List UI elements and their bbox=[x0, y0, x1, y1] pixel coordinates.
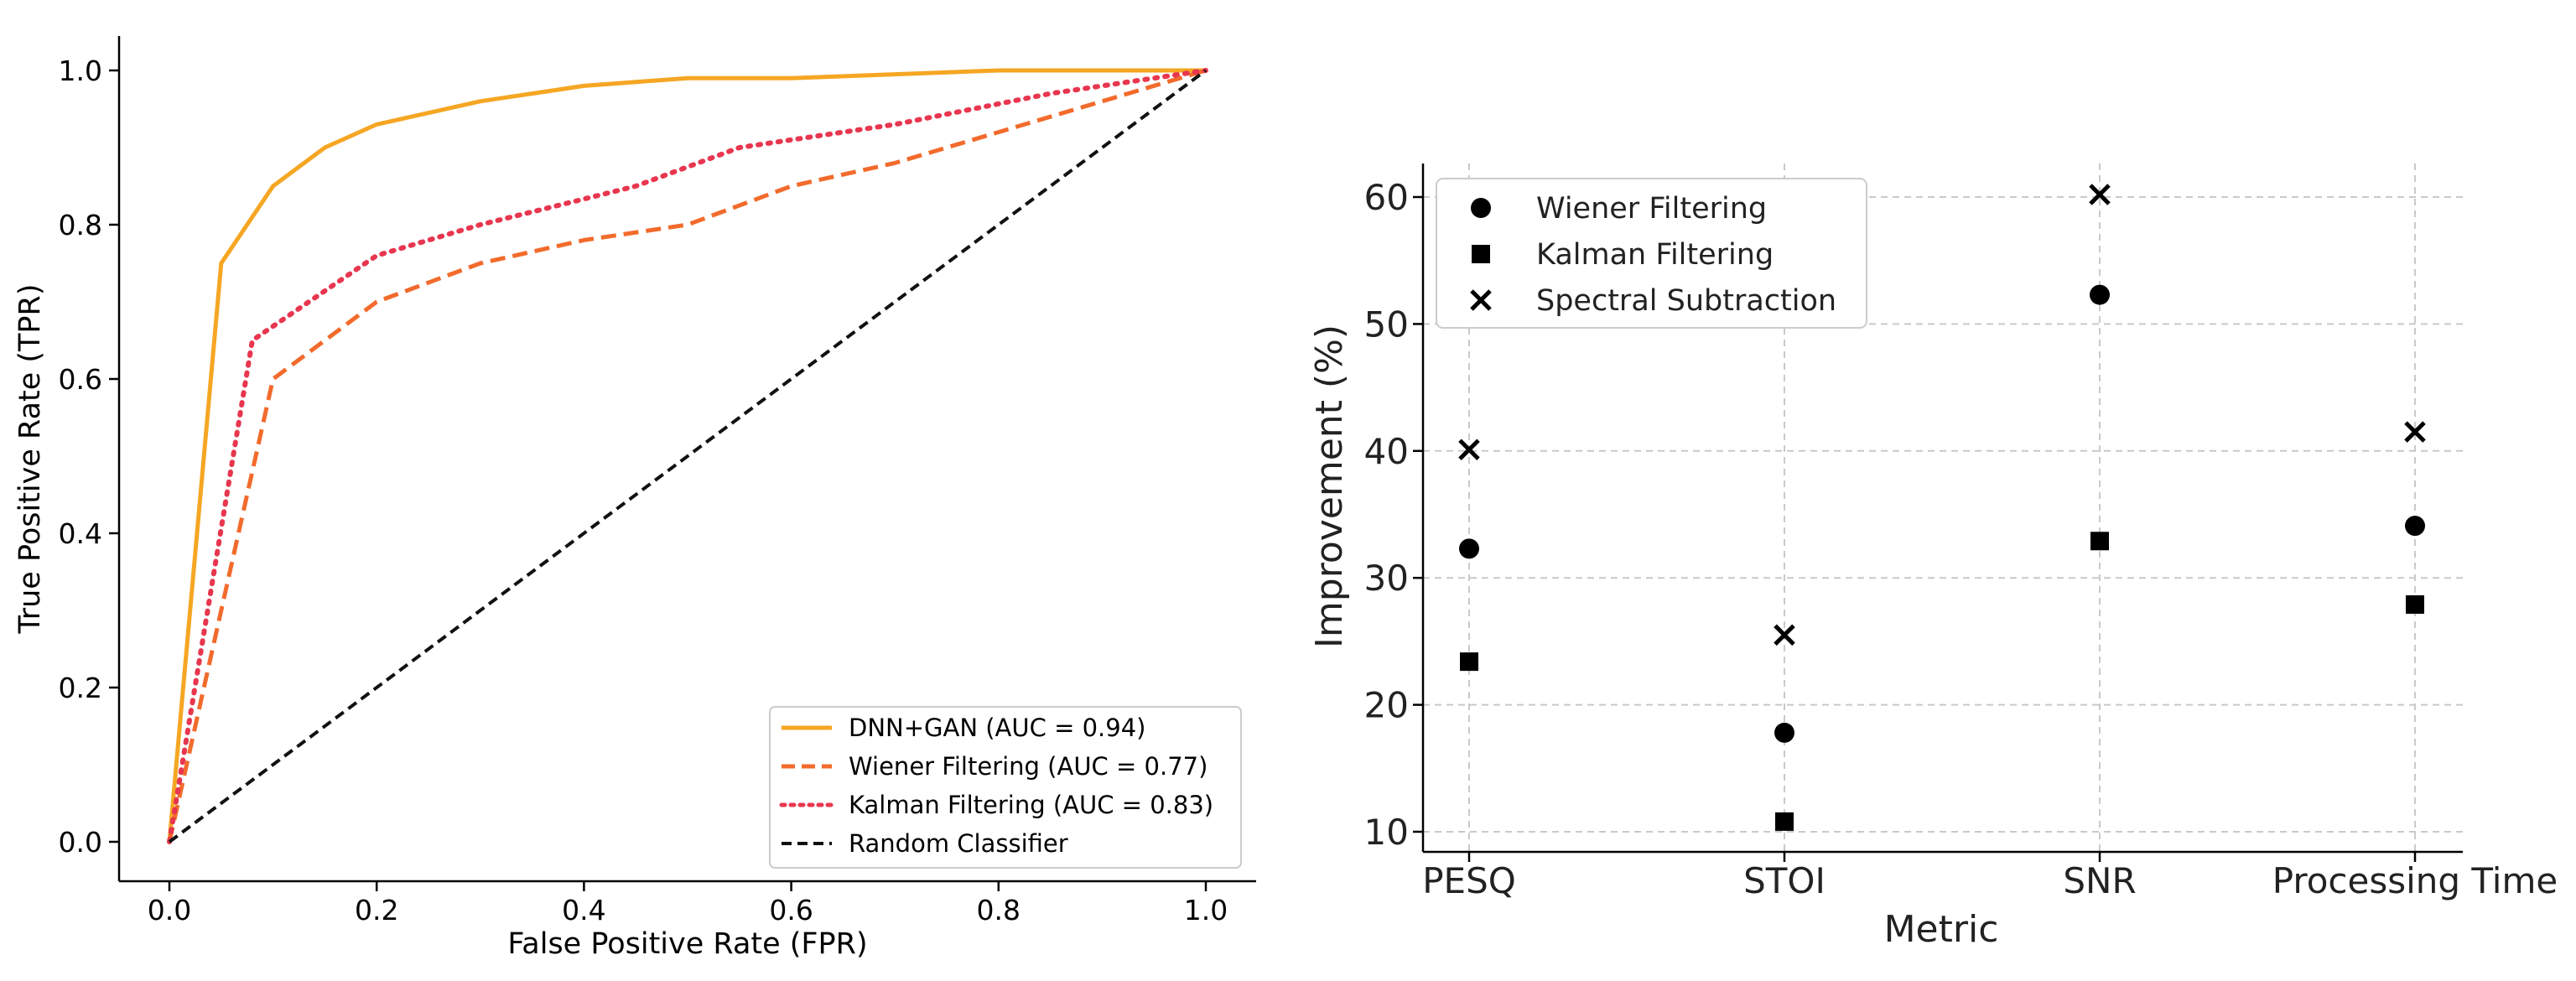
scatter-x-tick-label: PESQ bbox=[1422, 860, 1516, 901]
scatter-x-tick-label: STOI bbox=[1743, 860, 1826, 901]
scatter-point-wiener-filtering bbox=[2405, 516, 2425, 537]
roc-legend-label-wiener: Wiener Filtering (AUC = 0.77) bbox=[849, 752, 1208, 781]
scatter-legend-label-kalman: Kalman Filtering bbox=[1536, 238, 1774, 272]
roc-legend: DNN+GAN (AUC = 0.94) Wiener Filtering (A… bbox=[769, 706, 1242, 869]
scatter-point-wiener-filtering bbox=[1774, 722, 1794, 743]
roc-x-tick-label: 0.8 bbox=[977, 894, 1021, 926]
scatter-y-tick-label: 30 bbox=[1364, 558, 1409, 599]
scatter-y-tick-label: 10 bbox=[1364, 812, 1409, 853]
scatter-x-axis-label: Metric bbox=[1884, 908, 1999, 951]
scatter-legend: Wiener Filtering Kalman Filtering Spectr… bbox=[1436, 178, 1867, 329]
scatter-legend-frame bbox=[1436, 178, 1867, 329]
scatter-point-kalman-filtering bbox=[1775, 812, 1794, 831]
roc-x-axis-label: False Positive Rate (FPR) bbox=[507, 927, 867, 961]
scatter-legend-marker-kalman bbox=[1472, 245, 1490, 263]
scatter-legend-label-wiener: Wiener Filtering bbox=[1536, 192, 1767, 226]
roc-lines bbox=[167, 68, 1208, 844]
roc-line-kalman-filtering bbox=[167, 68, 1208, 844]
scatter-legend-marker-spectral bbox=[1470, 289, 1492, 311]
scatter-y-axis-label: Improvement (%) bbox=[1308, 324, 1351, 648]
scatter-point-spectral-subtraction bbox=[1774, 624, 1795, 646]
roc-y-tick-label: 1.0 bbox=[59, 54, 102, 87]
scatter-y-tick-label: 60 bbox=[1364, 177, 1409, 218]
roc-legend-label-kalman: Kalman Filtering (AUC = 0.83) bbox=[849, 791, 1213, 819]
scatter-ticks: 10 20 30 40 50 60 PESQ STOI SNR Processing Time bbox=[1364, 177, 2558, 901]
scatter-point-spectral-subtraction bbox=[1458, 439, 1480, 461]
scatter-point-spectral-subtraction bbox=[2089, 184, 2111, 205]
roc-y-tick-label: 0.4 bbox=[59, 517, 102, 550]
roc-y-tick-label: 0.0 bbox=[59, 826, 102, 859]
scatter-y-tick-label: 40 bbox=[1364, 431, 1409, 472]
scatter-legend-label-spectral: Spectral Subtraction bbox=[1536, 284, 1836, 318]
roc-y-tick-label: 0.8 bbox=[59, 209, 102, 241]
roc-y-tick-label: 0.2 bbox=[59, 672, 102, 704]
scatter-grid bbox=[1423, 164, 2463, 852]
scatter-legend-marker-wiener bbox=[1471, 198, 1491, 218]
scatter-points bbox=[1458, 184, 2426, 831]
roc-line-random-classifier bbox=[168, 69, 1208, 843]
roc-x-tick-label: 1.0 bbox=[1184, 894, 1228, 926]
scatter-y-tick-label: 20 bbox=[1364, 685, 1409, 726]
scatter-point-kalman-filtering bbox=[2090, 532, 2109, 551]
roc-x-tick-label: 0.6 bbox=[769, 894, 813, 926]
scatter-x-tick-label: SNR bbox=[2063, 860, 2136, 901]
roc-chart: 0.0 0.2 0.4 0.6 0.8 1.0 0.0 0.2 0.4 0.6 0.8 1.0 Fal… bbox=[13, 36, 1256, 961]
roc-x-tick-label: 0.2 bbox=[355, 894, 398, 926]
roc-legend-label-random: Random Classifier bbox=[849, 829, 1068, 858]
roc-y-tick-label: 0.6 bbox=[59, 363, 102, 396]
scatter-x-tick-label: Processing Time bbox=[2272, 860, 2558, 901]
roc-x-tick-label: 0.0 bbox=[148, 894, 191, 926]
scatter-point-kalman-filtering bbox=[2406, 594, 2424, 614]
roc-line-dnn-gan bbox=[167, 68, 1206, 843]
scatter-point-spectral-subtraction bbox=[2404, 421, 2426, 443]
improvement-scatter-chart: 10 20 30 40 50 60 PESQ STOI SNR Processing Time M… bbox=[1308, 164, 2558, 951]
roc-y-axis-label: True Positive Rate (TPR) bbox=[13, 283, 47, 634]
roc-x-tick-label: 0.4 bbox=[562, 894, 605, 926]
roc-ticks: 0.0 0.2 0.4 0.6 0.8 1.0 0.0 0.2 0.4 0.6 0.8 1.0 bbox=[59, 54, 1228, 926]
scatter-y-tick-label: 50 bbox=[1364, 304, 1409, 345]
roc-legend-label-dnn-gan: DNN+GAN (AUC = 0.94) bbox=[849, 714, 1146, 742]
scatter-point-wiener-filtering bbox=[2090, 284, 2110, 305]
roc-legend-frame bbox=[769, 706, 1242, 869]
scatter-point-wiener-filtering bbox=[1459, 538, 1479, 559]
scatter-point-kalman-filtering bbox=[1460, 652, 1478, 672]
